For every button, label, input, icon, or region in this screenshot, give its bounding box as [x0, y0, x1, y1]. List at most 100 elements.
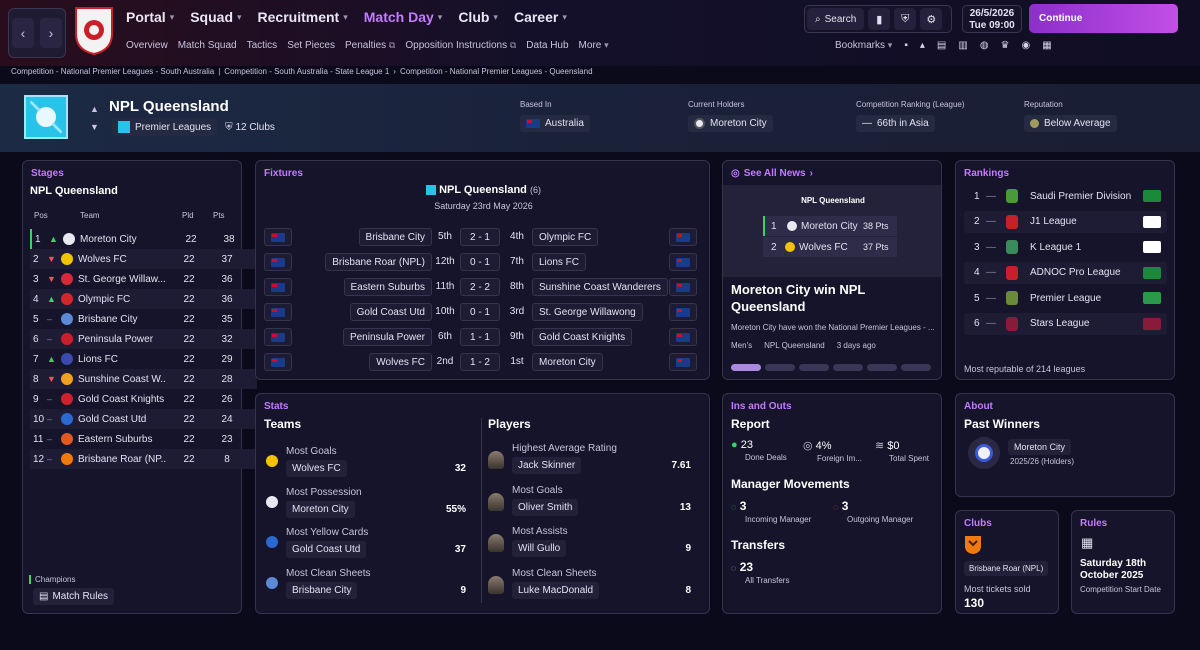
home-team[interactable]: Brisbane Roar (NPL) [325, 253, 432, 271]
row-team[interactable]: Gold Coast Knights [78, 393, 165, 405]
away-flag-button[interactable] [669, 253, 697, 271]
club-crest-icon[interactable] [72, 4, 116, 56]
ranking-league-name[interactable]: Saudi Premier Division [1030, 190, 1132, 202]
chat-icon[interactable]: ▪ [904, 40, 908, 51]
home-team[interactable]: Eastern Suburbs [343, 278, 432, 296]
stat-player[interactable]: Jack Skinner [512, 457, 582, 474]
home-flag-button[interactable] [264, 253, 292, 271]
done-deals[interactable]: ● 23 Done Deals [731, 439, 787, 462]
away-team[interactable]: Sunshine Coast Wanderers [532, 278, 668, 296]
score[interactable]: 2 - 1 [460, 228, 500, 246]
carousel-dot[interactable] [867, 364, 897, 371]
home-flag-button[interactable] [264, 228, 292, 246]
carousel-dot[interactable] [765, 364, 795, 371]
club-name[interactable]: Brisbane Roar (NPL) [964, 561, 1049, 576]
league-type-badge[interactable]: Premier Leagues [112, 118, 218, 136]
home-team[interactable]: Gold Coast Utd [349, 303, 432, 321]
row-team[interactable]: St. George Willaw... [78, 273, 166, 285]
clipboard-icon[interactable]: ▤ [936, 40, 947, 51]
stat-team[interactable]: Brisbane City [286, 581, 358, 599]
row-team[interactable]: Wolves FC [78, 253, 127, 265]
away-flag-button[interactable] [669, 303, 697, 321]
ranking-league-name[interactable]: K League 1 [1030, 241, 1082, 253]
tactics-icon[interactable]: ▥ [958, 40, 968, 51]
stat-team[interactable]: Gold Coast Utd [286, 541, 367, 558]
stages-league-name[interactable]: NPL Queensland [30, 185, 118, 197]
stat-player[interactable]: Luke MacDonald [512, 581, 600, 599]
table-row[interactable]: 12– Brisbane Roar (NP... 22 8 [30, 449, 257, 469]
ranking-row[interactable]: 6 — Stars League [964, 312, 1167, 335]
fixture-row[interactable]: Brisbane City 5th 2 - 1 4th Olympic FC [264, 228, 719, 248]
away-flag-button[interactable] [669, 328, 697, 346]
home-flag-button[interactable] [264, 303, 292, 321]
all-transfers[interactable]: ◌ 23 All Transfers [731, 560, 789, 585]
fixture-row[interactable]: Eastern Suburbs 11th 2 - 2 8th Sunshine Coas… [264, 278, 719, 298]
club-crest-icon[interactable] [964, 535, 982, 555]
score[interactable]: 1 - 2 [460, 353, 500, 371]
table-row[interactable]: 3 ▼ St. George Willaw... 22 36 [30, 269, 257, 289]
nav-portal[interactable]: Portal ▾ [126, 9, 174, 25]
player-avatar[interactable] [488, 451, 504, 469]
chevron-up-icon[interactable]: ▲ [90, 104, 99, 114]
stat-player[interactable]: Will Gullo [512, 540, 567, 557]
foreign-imports[interactable]: ◎ 4% Foreign Im... [803, 439, 862, 463]
player-avatar[interactable] [488, 492, 504, 511]
competition-switcher[interactable]: ▲ ▼ [90, 100, 99, 136]
subnav-set-pieces[interactable]: Set Pieces [287, 40, 335, 51]
ranking-row[interactable]: 4 — ADNOC Pro League [964, 261, 1167, 284]
subnav-data-hub[interactable]: Data Hub [526, 40, 569, 51]
col-pos[interactable]: Pos [34, 211, 48, 220]
table-row[interactable]: 11– Eastern Suburbs 22 23 [30, 429, 257, 449]
nav-recruitment[interactable]: Recruitment ▾ [258, 9, 348, 25]
total-spent[interactable]: ≋ $0 Total Spent [875, 439, 929, 463]
row-team[interactable]: Sunshine Coast W... [78, 373, 166, 385]
home-team[interactable]: Brisbane City [358, 228, 432, 246]
team-icon[interactable]: ◉ [1021, 40, 1031, 51]
table-row[interactable]: 9– Gold Coast Knights 22 26 [30, 389, 257, 409]
away-team[interactable]: Moreton City [532, 353, 603, 371]
table-row[interactable]: 6– Peninsula Power 22 32 [30, 329, 257, 349]
home-flag-button[interactable] [264, 328, 292, 346]
trophy-icon[interactable]: ♛ [1000, 40, 1010, 51]
fixtures-header[interactable]: NPL Queensland (6) [256, 184, 711, 196]
away-team[interactable]: Olympic FC [532, 228, 599, 246]
carousel-dot[interactable] [731, 364, 761, 371]
away-flag-button[interactable] [669, 353, 697, 371]
player-avatar[interactable] [488, 575, 504, 594]
breadcrumb-item[interactable]: Competition - National Premier Leagues -… [399, 67, 593, 76]
bookmark-icon[interactable]: ▮ [868, 8, 891, 30]
fixture-row[interactable]: Wolves FC 2nd 1 - 2 1st Moreton City [264, 353, 719, 373]
table-row[interactable]: 2 ▼ Wolves FC 22 37 [30, 249, 257, 269]
col-team[interactable]: Team [80, 211, 100, 220]
winner-name[interactable]: Moreton City [1008, 439, 1072, 455]
ranking-league-name[interactable]: Premier League [1030, 292, 1102, 304]
see-all-news-link[interactable]: ◎ See All News › [731, 168, 813, 179]
subnav-tactics[interactable]: Tactics [246, 40, 278, 51]
carousel-dot[interactable] [799, 364, 829, 371]
back-button[interactable]: ‹ [12, 18, 34, 48]
winner-crest-icon[interactable] [968, 437, 1000, 469]
shirt-icon[interactable]: ▴ [919, 40, 925, 51]
game-date[interactable]: 26/5/2026 Tue 09:00 [962, 5, 1022, 33]
incoming-manager[interactable]: ◌ 3 Incoming Manager [731, 499, 811, 524]
holders-value[interactable]: Moreton City [710, 118, 767, 129]
subnav-penalties[interactable]: Penalties ⧉ [345, 40, 395, 51]
nav-match-day[interactable]: Match Day ▾ [364, 9, 443, 25]
row-team[interactable]: Lions FC [78, 353, 119, 365]
away-flag-button[interactable] [669, 278, 697, 296]
home-team[interactable]: Peninsula Power [342, 328, 432, 346]
gear-icon[interactable]: ⚙ [920, 8, 943, 30]
home-flag-button[interactable] [264, 278, 292, 296]
table-row[interactable]: 8 ▼ Sunshine Coast W... 22 28 [30, 369, 257, 389]
fixture-row[interactable]: Gold Coast Utd 10th 0 - 1 3rd St. George Wil… [264, 303, 719, 323]
table-row[interactable]: 4 ▲ Olympic FC 22 36 [30, 289, 257, 309]
carousel-dot[interactable] [833, 364, 863, 371]
ranking-row[interactable]: 2 — J1 League [964, 210, 1167, 233]
search-button[interactable]: ⌕ Search [807, 8, 865, 30]
bookmarks-dropdown[interactable]: Bookmarks ▾ [835, 40, 892, 51]
score[interactable]: 1 - 1 [460, 328, 500, 346]
col-pld[interactable]: Pld [182, 211, 194, 220]
away-flag-button[interactable] [669, 228, 697, 246]
row-team[interactable]: Olympic FC [78, 293, 131, 305]
score[interactable]: 0 - 1 [460, 303, 500, 321]
